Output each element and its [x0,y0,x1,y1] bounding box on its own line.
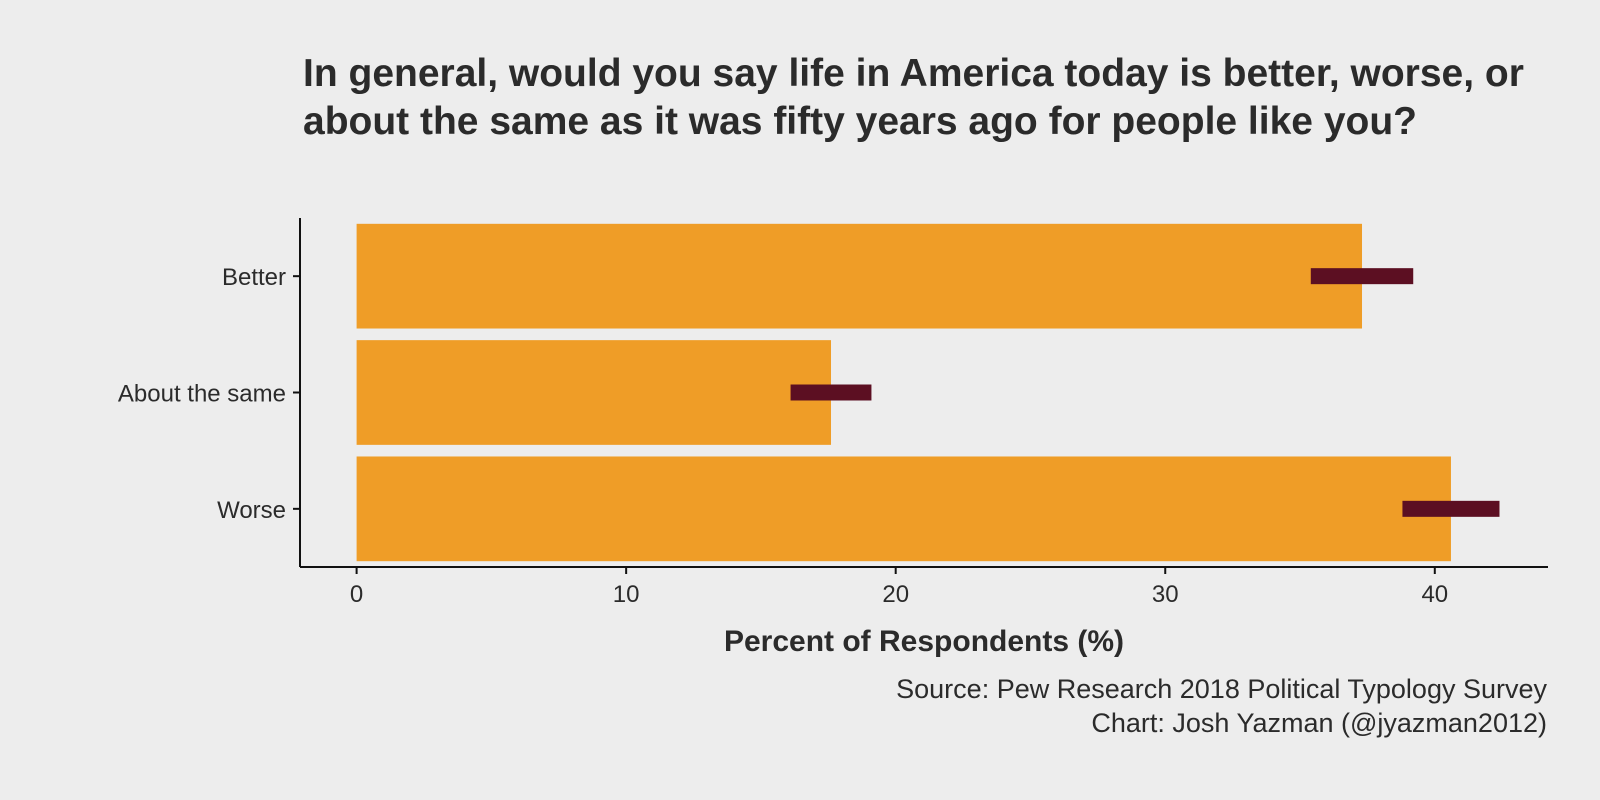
x-axis: 0 10 20 30 40 [350,567,1448,608]
interval-bar [1310,268,1414,285]
interval-bar [1402,500,1500,517]
x-tick-label: 10 [613,581,640,608]
chart-title: In general, would you say life in Americ… [303,52,1524,143]
y-tick-label: Worse [217,497,286,524]
y-tick-label: Better [222,264,286,291]
caption-source: Source: Pew Research 2018 Political Typo… [896,674,1547,704]
bar [356,340,832,445]
y-axis: Better About the same Worse [118,264,300,524]
x-tick-label: 0 [350,581,363,608]
x-axis-title: Percent of Respondents (%) [724,625,1124,658]
caption-author: Chart: Josh Yazman (@jyazman2012) [1091,708,1547,738]
interval-bar [790,384,872,401]
chart-marks [356,223,1500,562]
x-tick-label: 40 [1421,581,1448,608]
bar [356,223,1363,329]
x-tick-label: 20 [882,581,909,608]
x-tick-label: 30 [1152,581,1179,608]
y-tick-label: About the same [118,381,286,408]
bar [356,456,1451,562]
